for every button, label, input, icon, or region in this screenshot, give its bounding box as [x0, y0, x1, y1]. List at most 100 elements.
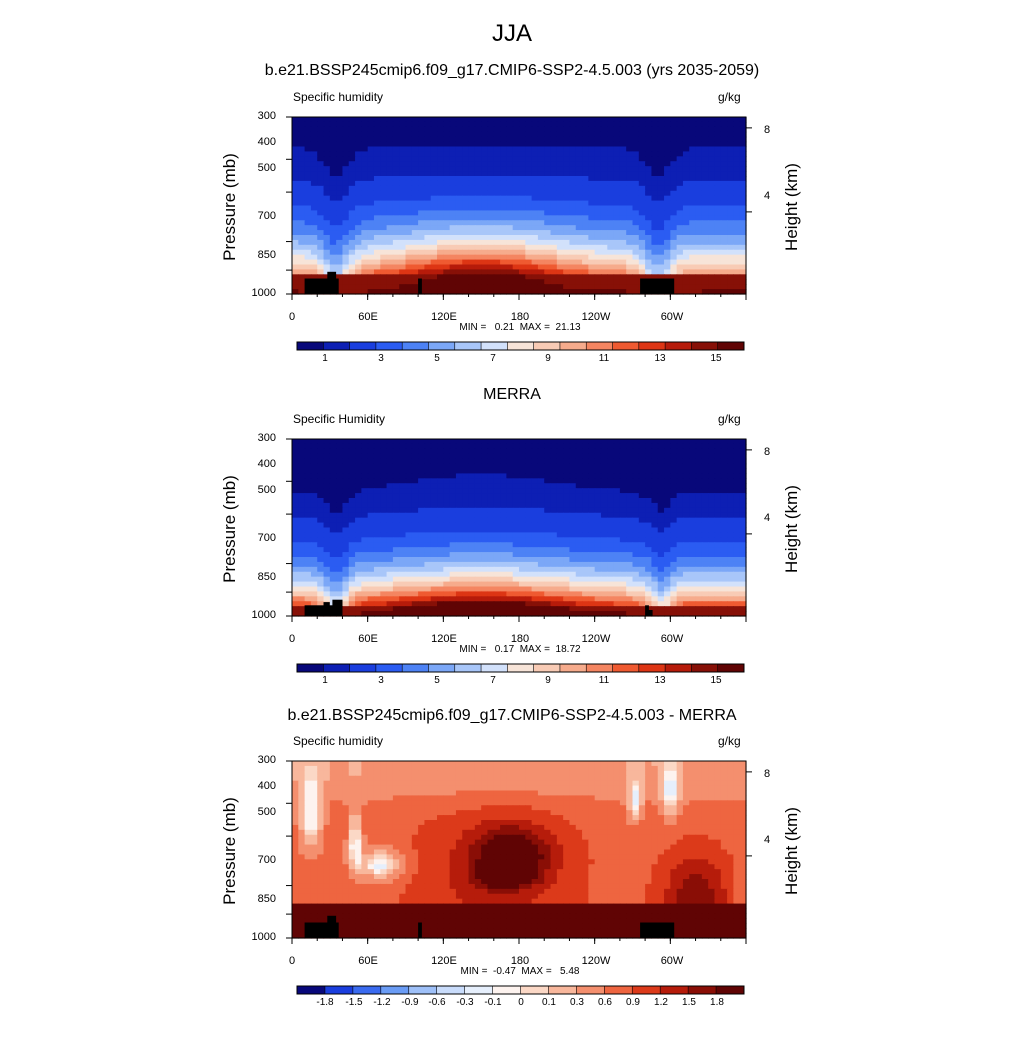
contour-cell	[393, 171, 400, 177]
contour-cell	[519, 260, 526, 266]
contour-cell	[412, 230, 419, 236]
contour-cell	[538, 274, 545, 280]
contour-cell	[418, 235, 425, 241]
contour-cell	[721, 122, 728, 128]
contour-cell	[614, 503, 621, 509]
contour-cell	[639, 245, 646, 251]
contour-cell	[399, 240, 406, 246]
contour-cell	[525, 582, 532, 588]
contour-cell	[513, 245, 520, 251]
contour-cell	[292, 459, 299, 465]
contour-cell	[437, 176, 444, 182]
contour-cell	[614, 127, 621, 133]
contour-cell	[582, 122, 589, 128]
contour-cell	[696, 181, 703, 187]
contour-cell	[620, 269, 627, 275]
contour-cell	[664, 235, 671, 241]
contour-cell	[431, 274, 438, 280]
contour-cell	[658, 196, 665, 202]
contour-cell	[475, 518, 482, 524]
contour-cell	[374, 191, 381, 197]
contour-cell	[443, 122, 450, 128]
contour-cell	[683, 537, 690, 543]
contour-cell	[456, 122, 463, 128]
contour-cell	[620, 137, 627, 143]
contour-cell	[696, 142, 703, 148]
contour-cell	[462, 151, 469, 157]
contour-cell	[519, 210, 526, 216]
contour-cell	[633, 176, 640, 182]
contour-cell	[532, 181, 539, 187]
contour-cell	[538, 225, 545, 231]
contour-cell	[651, 449, 658, 455]
contour-cell	[399, 508, 406, 514]
contour-cell	[380, 567, 387, 573]
contour-cell	[513, 284, 520, 290]
contour-cell	[702, 265, 709, 271]
contour-cell	[551, 161, 558, 167]
contour-cell	[714, 122, 721, 128]
contour-cell	[626, 464, 633, 470]
contour-cell	[626, 508, 633, 514]
contour-cell	[702, 537, 709, 543]
contour-cell	[645, 181, 652, 187]
contour-cell	[500, 587, 507, 593]
colorbar-swatch	[428, 342, 455, 350]
contour-cell	[664, 567, 671, 573]
contour-cell	[633, 230, 640, 236]
contour-cell	[633, 127, 640, 133]
contour-cell	[633, 449, 640, 455]
contour-cell	[399, 488, 406, 494]
contour-cell	[443, 176, 450, 182]
contour-cell	[557, 166, 564, 172]
contour-cell	[519, 444, 526, 450]
contour-cell	[324, 132, 331, 138]
contour-cell	[424, 478, 431, 484]
contour-cell	[469, 449, 476, 455]
contour-cell	[393, 582, 400, 588]
contour-cell	[342, 171, 349, 177]
contour-cell	[733, 255, 740, 261]
contour-cell	[450, 572, 457, 578]
contour-cell	[551, 557, 558, 563]
contour-cell	[595, 171, 602, 177]
contour-cell	[412, 260, 419, 266]
contour-cell	[506, 572, 513, 578]
contour-cell	[305, 577, 312, 583]
contour-cell	[387, 220, 394, 226]
contour-cell	[342, 459, 349, 465]
contour-cell	[506, 186, 513, 192]
contour-cell	[450, 473, 457, 479]
contour-cell	[551, 284, 558, 290]
contour-cell	[387, 464, 394, 470]
contour-cell	[500, 513, 507, 519]
contour-cell	[380, 235, 387, 241]
contour-cell	[506, 449, 513, 455]
contour-cell	[588, 508, 595, 514]
contour-cell	[664, 577, 671, 583]
contour-cell	[450, 464, 457, 470]
contour-cell	[645, 265, 652, 271]
contour-cell	[702, 225, 709, 231]
contour-cell	[544, 537, 551, 543]
contour-cell	[456, 279, 463, 285]
contour-cell	[361, 117, 368, 123]
contour-cell	[349, 215, 356, 221]
contour-cell	[292, 181, 299, 187]
contour-cell	[696, 508, 703, 514]
contour-cell	[330, 567, 337, 573]
contour-cell	[368, 269, 375, 275]
contour-cell	[494, 523, 501, 529]
contour-cell	[670, 547, 677, 553]
contour-cell	[374, 557, 381, 563]
contour-cell	[355, 260, 362, 266]
contour-cell	[689, 449, 696, 455]
contour-cell	[595, 557, 602, 563]
contour-cell	[418, 137, 425, 143]
contour-cell	[721, 240, 728, 246]
contour-cell	[601, 552, 608, 558]
contour-cell	[387, 532, 394, 538]
contour-cell	[412, 498, 419, 504]
contour-cell	[683, 493, 690, 499]
contour-cell	[387, 215, 394, 221]
